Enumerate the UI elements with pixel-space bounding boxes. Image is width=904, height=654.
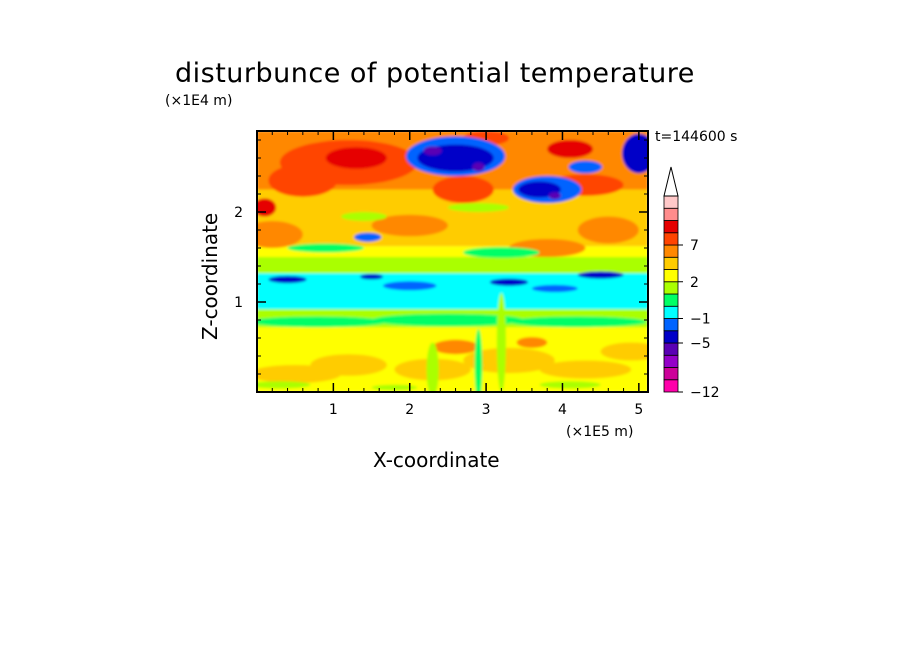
contour-patch — [472, 162, 485, 172]
colorbar-swatch — [663, 367, 679, 381]
y-tick-label: 2 — [234, 205, 243, 221]
colorbar-swatch — [663, 244, 679, 258]
contour-patch — [426, 342, 439, 392]
contour-patch — [310, 354, 387, 376]
colorbar-swatch — [663, 293, 679, 307]
colorbar-tick-label: −12 — [690, 385, 720, 401]
contour-patch — [325, 147, 387, 169]
colorbar-tick-label: −1 — [690, 312, 711, 328]
contour-patch — [577, 216, 639, 244]
contour-patch — [432, 176, 494, 203]
contour-patch — [423, 146, 442, 156]
time-annotation: t=144600 s — [655, 129, 738, 145]
colorbar-swatch — [663, 220, 679, 234]
contour-patch — [268, 164, 338, 197]
axes: 1 2 3 4 5 1 2 — [234, 131, 648, 418]
colorbar-swatch — [663, 281, 679, 295]
contour-patch — [463, 347, 555, 374]
contour-patch — [474, 329, 483, 392]
plot-frame — [256, 130, 649, 393]
x-axis-unit: (×1E5 m) — [566, 424, 634, 440]
contour-patch — [496, 293, 506, 392]
contour-band — [257, 257, 648, 274]
contour-patch — [383, 281, 437, 291]
contour-patch — [447, 203, 510, 212]
x-tick-label: 1 — [329, 402, 338, 418]
contour-fill — [257, 131, 648, 392]
contour-patch — [257, 221, 303, 248]
contour-patch — [360, 274, 384, 280]
colorbar-swatch — [663, 305, 679, 319]
x-tick-label: 2 — [405, 402, 414, 418]
contour-patch — [257, 381, 311, 389]
contour-patch — [371, 214, 448, 237]
contour-patch — [371, 313, 525, 327]
contour-patch — [548, 192, 561, 200]
colorbar-swatch — [663, 269, 679, 283]
contour-band — [257, 246, 648, 257]
contour-patch — [287, 243, 364, 253]
colorbar-swatch — [663, 256, 679, 270]
contour-patch — [539, 360, 632, 379]
contour-patch — [257, 316, 387, 328]
x-axis-label: X-coordinate — [373, 448, 500, 472]
contour-patch — [432, 339, 479, 355]
contour-band — [257, 297, 648, 310]
contour-patch — [531, 284, 578, 293]
colorbar-swatch — [663, 318, 679, 332]
contour-patch — [489, 278, 529, 286]
y-axis-unit: (×1E4 m) — [165, 93, 233, 109]
contour-patch — [577, 271, 624, 279]
colorbar-extend-arrow — [663, 166, 679, 197]
colorbar-swatch — [663, 354, 679, 368]
y-tick-label: 1 — [234, 295, 243, 311]
contour-patch — [568, 160, 603, 174]
contour-patch — [341, 212, 387, 221]
contour-patch — [353, 232, 382, 242]
contour-patch — [622, 133, 648, 174]
colorbar-swatch — [663, 232, 679, 246]
x-tick-label: 4 — [558, 402, 567, 418]
contour-patch — [371, 384, 418, 391]
colorbar-tick-label: −5 — [690, 336, 711, 352]
x-tick-label: 3 — [482, 402, 491, 418]
contour-patch — [547, 140, 594, 158]
contour-patch — [268, 275, 307, 284]
colorbar-swatch — [663, 342, 679, 356]
colorbar-swatch — [663, 330, 679, 344]
contour-patch — [539, 381, 601, 389]
colorbar-swatch — [663, 195, 679, 209]
colorbar-swatch — [663, 207, 679, 221]
contour-patch — [509, 316, 647, 328]
contour-patch — [516, 337, 548, 348]
contour-patch — [600, 342, 648, 361]
contour-patch — [463, 247, 540, 258]
colorbar: −12−5−127 — [663, 166, 720, 401]
chart-title: disturbunce of potential temperature — [175, 58, 695, 89]
colorbar-tick-label: 7 — [690, 238, 699, 254]
contour-field — [257, 131, 648, 392]
colorbar-tick-label: 2 — [690, 275, 699, 291]
x-tick-label: 5 — [634, 402, 643, 418]
colorbar-swatch — [663, 379, 679, 393]
